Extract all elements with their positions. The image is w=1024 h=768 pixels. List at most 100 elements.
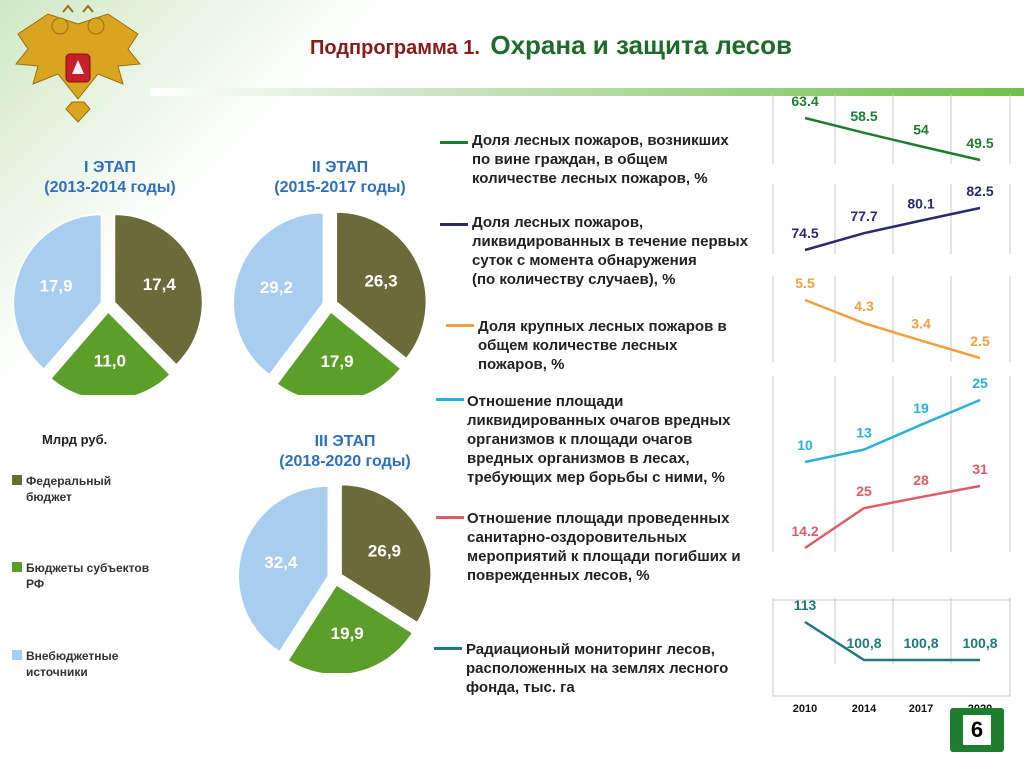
- indicator-5-label: Отношение площади проведенных санитарно-…: [467, 509, 741, 585]
- indicator-line: суток с момента обнаружения: [472, 252, 697, 269]
- page-number: 6: [962, 715, 992, 745]
- indicator-line: ликвидированных в течение первых: [472, 233, 749, 250]
- pie-value-label: 17,9: [320, 352, 353, 371]
- indicator-line: общем количестве лесных: [478, 337, 678, 354]
- pie-chart-stage-1: 17,4 11,0 17,9: [12, 213, 204, 395]
- pie-chart-stage-2: 26,3 17,9 29,2: [232, 211, 428, 395]
- stage-3-name: III ЭТАП: [314, 433, 376, 450]
- stage-3-header: III ЭТАП (2018-2020 годы): [260, 432, 430, 472]
- indicator-5-marker: [436, 516, 464, 519]
- indicator-line: пожаров, %: [478, 356, 565, 373]
- slide-title: Подпрограмма 1. Охрана и защита лесов: [310, 30, 792, 61]
- stage-2-header: II ЭТАП (2015-2017 годы): [255, 158, 425, 198]
- indicator-6-marker: [434, 647, 462, 650]
- indicator-line: Отношение площади: [467, 393, 624, 410]
- series-line-6: [804, 620, 980, 662]
- indicator-line: Отношение площади проведенных: [467, 510, 730, 527]
- data-label: 100,8: [846, 635, 881, 651]
- indicator-2-label: Доля лесных пожаров, ликвидированных в т…: [472, 213, 748, 289]
- indicator-4-marker: [436, 398, 464, 401]
- indicator-line: Доля лесных пожаров,: [472, 214, 644, 231]
- data-label: 28: [913, 472, 929, 488]
- pie-value-label: 17,9: [40, 277, 73, 296]
- pie-value-label: 32,4: [264, 553, 298, 572]
- indicator-3-marker: [446, 324, 474, 327]
- series-line-3: [804, 298, 981, 360]
- series-line-5: [804, 484, 981, 550]
- pie-slice-extrabudgetary: [232, 212, 325, 376]
- data-label: 2.5: [970, 333, 990, 349]
- legend-label: Внебюджетные источники: [26, 649, 119, 679]
- indicator-line: фонда, тыс. га: [466, 679, 575, 696]
- legend-swatch: [12, 475, 22, 485]
- pie-slice-regional: [49, 310, 172, 395]
- data-label: 14.2: [791, 523, 818, 539]
- indicator-4-label: Отношение площади ликвидированных очагов…: [467, 392, 730, 487]
- pie-slice-extrabudgetary: [12, 213, 103, 371]
- indicator-line: Радиационый мониторинг лесов,: [466, 641, 715, 658]
- title-prefix: Подпрограмма 1.: [310, 37, 480, 59]
- series-line-2: [804, 206, 981, 252]
- pie-value-label: 11,0: [94, 351, 126, 370]
- data-label: 31: [972, 461, 988, 477]
- pie-value-label: 26,9: [368, 542, 401, 561]
- indicator-line: ликвидированных очагов вредных: [467, 412, 731, 429]
- indicator-1-marker: [440, 141, 468, 144]
- pie-slice-federal: [113, 213, 204, 366]
- data-label: 80.1: [907, 196, 934, 212]
- data-label: 4.3: [854, 298, 874, 314]
- indicator-line: по вине граждан, в общем: [472, 151, 668, 168]
- x-tick-label: 2010: [793, 703, 817, 715]
- data-label: 82.5: [966, 183, 993, 199]
- data-label: 13: [856, 425, 872, 441]
- legend-label: Федеральный бюджет: [26, 474, 112, 504]
- stage-2-name: II ЭТАП: [311, 159, 369, 176]
- data-label: 63.4: [791, 93, 818, 109]
- stage-3-years: (2018-2020 годы): [279, 453, 411, 470]
- stage-1-years: (2013-2014 годы): [44, 179, 176, 196]
- indicator-1-label: Доля лесных пожаров, возникших по вине г…: [472, 131, 729, 188]
- page-number-badge: 6: [950, 708, 1004, 752]
- coat-of-arms-emblem: [15, 4, 141, 123]
- indicator-line: Доля лесных пожаров, возникших: [472, 132, 729, 149]
- legend-label: Бюджеты субъектов РФ: [26, 561, 150, 591]
- pie-chart-stage-3: 26,9 19,9 32,4: [237, 483, 432, 673]
- indicator-line: поврежденных лесов, %: [467, 567, 650, 584]
- x-tick-label: 2017: [909, 703, 933, 715]
- pie-slice-regional: [286, 583, 414, 673]
- pie-slice-federal: [340, 483, 432, 624]
- pie-value-label: 17,4: [143, 275, 177, 294]
- series-line-4: [804, 398, 981, 464]
- indicator-line: расположенных на землях лесного: [466, 660, 729, 677]
- legend-swatch: [12, 650, 22, 660]
- title-main: Охрана и защита лесов: [490, 30, 792, 60]
- data-label: 25: [972, 375, 988, 391]
- stage-1-name: I ЭТАП: [84, 159, 136, 176]
- data-label: 54: [913, 121, 929, 137]
- indicator-line: мероприятий к площади погибших и: [467, 548, 741, 565]
- pie-slice-federal: [335, 211, 428, 360]
- data-label: 100,8: [903, 635, 938, 651]
- unit-label: Млрд руб.: [42, 432, 108, 447]
- stage-2-years: (2015-2017 годы): [274, 179, 406, 196]
- indicator-line: количестве лесных пожаров, %: [472, 170, 708, 187]
- data-label: 77.7: [850, 208, 877, 224]
- pie-value-label: 19,9: [331, 624, 364, 643]
- pie-slice-extrabudgetary: [237, 485, 330, 653]
- data-label: 113: [794, 597, 817, 613]
- indicator-line: организмов к площади очагов: [467, 431, 693, 448]
- stage-1-header: I ЭТАП (2013-2014 годы): [30, 158, 190, 198]
- indicator-2-marker: [440, 223, 468, 226]
- data-label: 3.4: [911, 316, 931, 332]
- indicator-line: (по количеству случаев), %: [472, 271, 676, 288]
- indicator-line: Доля крупных лесных пожаров в: [478, 318, 727, 335]
- x-tick-label: 2014: [852, 703, 877, 715]
- data-label: 49.5: [966, 135, 993, 151]
- data-label: 5.5: [795, 275, 815, 291]
- indicator-line: вредных организмов в лесах,: [467, 450, 690, 467]
- indicator-3-label: Доля крупных лесных пожаров в общем коли…: [478, 317, 727, 374]
- data-label: 25: [856, 483, 872, 499]
- pie-value-label: 29,2: [260, 278, 293, 297]
- data-label: 58.5: [850, 108, 877, 124]
